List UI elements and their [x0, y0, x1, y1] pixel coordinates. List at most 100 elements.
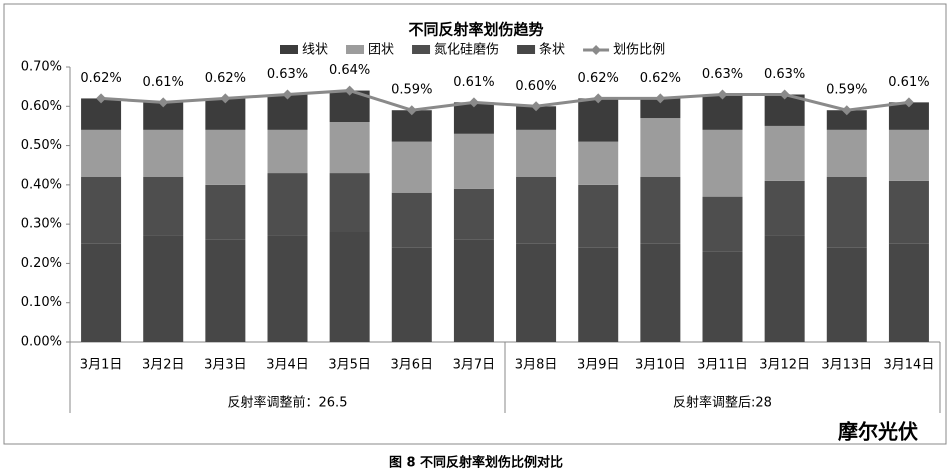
- x-tick-label: 3月6日: [391, 358, 434, 373]
- watermark: 摩尔光伏: [838, 420, 918, 444]
- bar-segment: [81, 243, 122, 342]
- x-tick-label: 3月11日: [697, 358, 748, 373]
- legend-marker: [591, 45, 602, 55]
- bar-segment: [640, 98, 681, 119]
- data-label: 0.63%: [702, 67, 743, 82]
- bar-segment: [702, 94, 743, 130]
- data-label: 0.62%: [578, 71, 619, 86]
- bar-segment: [578, 184, 619, 248]
- bar-segment: [764, 125, 805, 181]
- bar-segment: [516, 177, 557, 244]
- bar-segment: [702, 129, 743, 197]
- data-label: 0.61%: [888, 75, 929, 90]
- bar-segment: [516, 243, 557, 342]
- y-tick-label: 0.70%: [21, 60, 62, 75]
- bar-segment: [826, 110, 867, 130]
- y-tick-label: 0.10%: [21, 295, 62, 310]
- bar-segment: [391, 192, 432, 248]
- x-tick-label: 3月7日: [453, 358, 496, 373]
- bar-segment: [640, 118, 681, 177]
- bar-segment: [205, 129, 246, 185]
- data-label: 0.62%: [205, 71, 246, 86]
- data-label: 0.60%: [515, 79, 556, 94]
- x-tick-label: 3月2日: [142, 358, 185, 373]
- bar-segment: [453, 102, 494, 134]
- bar-segment: [205, 239, 246, 342]
- x-tick-label: 3月14日: [884, 358, 935, 373]
- bar-segment: [205, 184, 246, 240]
- bar-segment: [143, 177, 184, 236]
- bar-segment: [826, 177, 867, 248]
- legend-swatch: [412, 45, 431, 54]
- x-tick-label: 3月1日: [80, 358, 123, 373]
- line-marker: [531, 101, 542, 112]
- legend-swatch: [346, 45, 365, 54]
- bar-segment: [888, 129, 929, 181]
- line-marker: [282, 89, 293, 100]
- bar-segment: [143, 129, 184, 177]
- data-label: 0.59%: [391, 83, 432, 98]
- bar-segment: [764, 180, 805, 236]
- legend-label: 团状: [368, 43, 394, 58]
- caption: 图 8 不同反射率划伤比例对比: [389, 455, 563, 471]
- x-tick-label: 3月10日: [635, 358, 686, 373]
- bar-segment: [453, 239, 494, 342]
- data-label: 0.63%: [764, 67, 805, 82]
- line-marker: [903, 97, 914, 108]
- group-label: 反射率调整后:28: [673, 395, 772, 411]
- line-marker: [96, 93, 107, 104]
- trend-line: [100, 89, 910, 112]
- line-marker: [779, 89, 790, 100]
- legend-label: 线状: [302, 43, 328, 58]
- bar-segment: [81, 98, 122, 130]
- bar-segment: [143, 235, 184, 342]
- bar-segment: [578, 98, 619, 142]
- bar-segment: [267, 173, 308, 236]
- y-tick-label: 0.30%: [21, 217, 62, 232]
- bar-segment: [516, 129, 557, 177]
- legend-label: 氮化硅磨伤: [434, 43, 499, 58]
- bar-segment: [81, 129, 122, 177]
- bar-segment: [391, 110, 432, 142]
- bar-segment: [267, 235, 308, 342]
- chart-title: 不同反射率划伤趋势: [408, 21, 543, 39]
- bar-segment: [702, 196, 743, 252]
- y-tick-label: 0.60%: [21, 99, 62, 114]
- bar-segment: [764, 235, 805, 342]
- bar-segment: [267, 94, 308, 130]
- bar-segment: [391, 247, 432, 342]
- line-marker: [468, 97, 479, 108]
- bar-segment: [826, 129, 867, 177]
- bar-segment: [888, 243, 929, 342]
- bar-segment: [391, 141, 432, 193]
- x-tick-label: 3月9日: [577, 358, 620, 373]
- y-tick-label: 0.40%: [21, 177, 62, 192]
- line-marker: [655, 93, 666, 104]
- line-marker: [344, 85, 355, 96]
- bar-segment: [764, 94, 805, 126]
- bar-segment: [578, 141, 619, 185]
- data-label: 0.62%: [80, 71, 121, 86]
- x-tick-label: 3月4日: [266, 358, 309, 373]
- line-marker: [593, 93, 604, 104]
- bar-segment: [453, 133, 494, 189]
- bar-segment: [329, 232, 370, 342]
- group-label: 反射率调整前：26.5: [228, 395, 348, 411]
- bar-segment: [453, 188, 494, 240]
- legend-label: 划伤比例: [613, 43, 665, 58]
- x-tick-label: 3月12日: [759, 358, 810, 373]
- bar-segment: [702, 251, 743, 342]
- data-label: 0.63%: [267, 67, 308, 82]
- y-tick-label: 0.50%: [21, 138, 62, 153]
- x-tick-label: 3月8日: [515, 358, 558, 373]
- x-tick-label: 3月5日: [328, 358, 371, 373]
- data-label: 0.59%: [826, 83, 867, 98]
- line-marker: [406, 105, 417, 116]
- legend-label: 条状: [539, 42, 565, 58]
- y-tick-label: 0.20%: [21, 256, 62, 271]
- bar-segment: [329, 173, 370, 232]
- bar-segment: [826, 247, 867, 342]
- bar-segment: [205, 98, 246, 130]
- bar-segment: [640, 177, 681, 244]
